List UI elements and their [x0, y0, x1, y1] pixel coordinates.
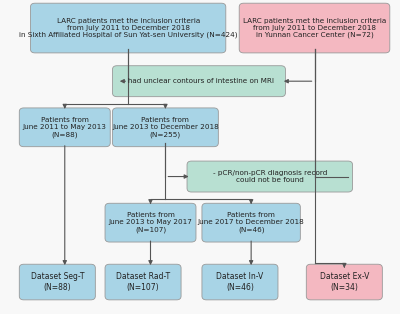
FancyBboxPatch shape — [105, 264, 181, 300]
Text: Patients from
June 2013 to December 2018
(N=255): Patients from June 2013 to December 2018… — [112, 117, 219, 138]
Text: Patients from
June 2013 to May 2017
(N=107): Patients from June 2013 to May 2017 (N=1… — [108, 212, 192, 233]
Text: LARC patients met the inclusion criteria
from July 2011 to December 2018
in Yunn: LARC patients met the inclusion criteria… — [243, 18, 386, 38]
Text: Dataset Rad-T
(N=107): Dataset Rad-T (N=107) — [116, 272, 170, 292]
Text: LARC patients met the inclusion criteria
from July 2011 to December 2018
in Sixt: LARC patients met the inclusion criteria… — [19, 18, 237, 38]
Text: Dataset In-V
(N=46): Dataset In-V (N=46) — [216, 272, 264, 292]
Text: Patients from
June 2011 to May 2013
(N=88): Patients from June 2011 to May 2013 (N=8… — [23, 117, 107, 138]
Text: Dataset Ex-V
(N=34): Dataset Ex-V (N=34) — [320, 272, 369, 292]
Text: - had unclear contours of intestine on MRI: - had unclear contours of intestine on M… — [124, 78, 274, 84]
FancyBboxPatch shape — [19, 264, 95, 300]
FancyBboxPatch shape — [306, 264, 382, 300]
FancyBboxPatch shape — [112, 66, 286, 97]
Text: Dataset Seg-T
(N=88): Dataset Seg-T (N=88) — [30, 272, 84, 292]
FancyBboxPatch shape — [202, 264, 278, 300]
FancyBboxPatch shape — [105, 203, 196, 242]
Text: Patients from
June 2017 to December 2018
(N=46): Patients from June 2017 to December 2018… — [198, 212, 304, 233]
FancyBboxPatch shape — [239, 3, 390, 53]
FancyBboxPatch shape — [112, 108, 218, 147]
Text: - pCR/non-pCR diagnosis record
could not be found: - pCR/non-pCR diagnosis record could not… — [212, 170, 327, 183]
FancyBboxPatch shape — [30, 3, 226, 53]
FancyBboxPatch shape — [187, 161, 352, 192]
FancyBboxPatch shape — [202, 203, 300, 242]
FancyBboxPatch shape — [19, 108, 110, 147]
